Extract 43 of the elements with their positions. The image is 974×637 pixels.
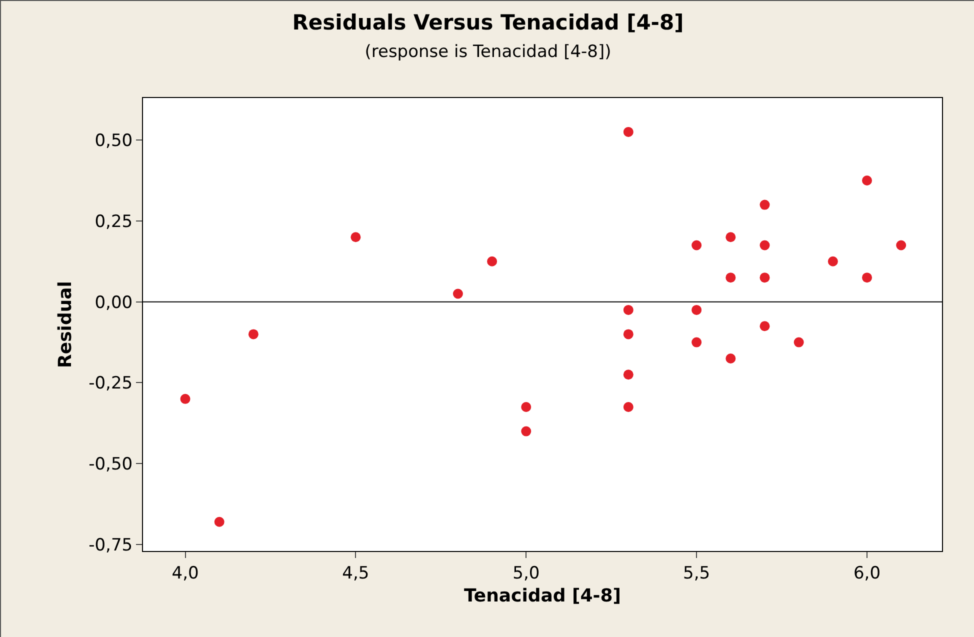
point	[521, 426, 532, 436]
y-tick-label: 0,00	[94, 292, 133, 313]
point	[248, 329, 258, 340]
y-tick-label: 0,25	[94, 212, 133, 232]
point	[487, 256, 498, 266]
y-tick-label: -0,50	[88, 454, 133, 475]
point	[896, 240, 906, 250]
point	[623, 329, 634, 340]
point	[828, 256, 838, 266]
y-tick-label: -0,75	[88, 535, 133, 556]
chart-subtitle: (response is Tenacidad [4-8])	[364, 42, 612, 62]
point	[623, 126, 634, 137]
point	[692, 240, 702, 250]
chart-title: Residuals Versus Tenacidad [4-8]	[292, 10, 684, 35]
point	[452, 288, 463, 299]
point	[760, 272, 770, 283]
point	[521, 402, 532, 412]
point	[692, 304, 702, 315]
point	[760, 240, 770, 250]
point	[350, 232, 361, 242]
x-tick-label: 6,0	[853, 563, 881, 584]
y-axis-title: Residual	[54, 281, 76, 368]
point	[623, 304, 634, 315]
y-tick-label: -0,25	[88, 374, 133, 394]
point	[862, 272, 872, 283]
point	[794, 337, 804, 348]
point	[214, 516, 224, 527]
y-tick-label: 0,50	[94, 131, 133, 152]
point	[623, 402, 634, 412]
point	[726, 232, 736, 242]
point	[760, 321, 770, 332]
x-tick-label: 4,5	[342, 563, 370, 584]
point	[862, 176, 872, 186]
x-tick-label: 5,5	[683, 563, 710, 584]
point	[726, 353, 736, 364]
point	[726, 272, 736, 283]
point	[180, 394, 190, 404]
point	[760, 200, 770, 210]
point	[692, 337, 702, 348]
x-axis-title: Tenacidad [4-8]	[464, 586, 622, 606]
x-tick-label: 5,0	[512, 563, 540, 584]
point	[623, 370, 634, 380]
x-tick-label: 4,0	[172, 563, 199, 584]
